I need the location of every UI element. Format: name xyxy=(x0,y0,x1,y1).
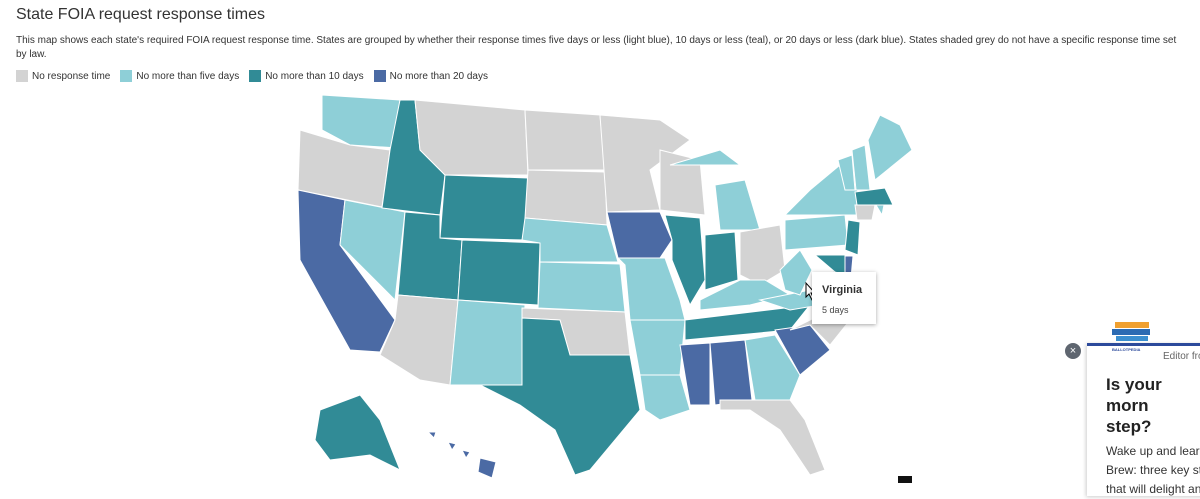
body-line: Wake up and learn xyxy=(1106,444,1200,458)
state[interactable] xyxy=(479,317,641,476)
legend-label: No more than 10 days xyxy=(265,70,364,82)
popup-source: Editor fro xyxy=(1163,351,1200,362)
tooltip-title: Virginia xyxy=(822,284,863,296)
legend-label: No response time xyxy=(32,70,111,82)
state[interactable] xyxy=(854,187,894,206)
state[interactable] xyxy=(461,449,471,459)
popup-headline: Is your morn step? xyxy=(1106,374,1200,437)
state[interactable] xyxy=(784,214,849,251)
state[interactable] xyxy=(477,457,497,479)
state[interactable] xyxy=(714,179,761,231)
map-title: State FOIA request response times xyxy=(16,6,266,23)
legend-item[interactable]: No more than 10 days xyxy=(249,70,364,82)
state[interactable] xyxy=(709,339,753,406)
body-line: Brew: three key sto xyxy=(1106,463,1200,477)
state[interactable] xyxy=(719,399,826,476)
tooltip: Virginia 5 days xyxy=(812,272,876,324)
state[interactable] xyxy=(314,394,401,472)
state[interactable] xyxy=(449,299,526,386)
state[interactable] xyxy=(744,334,801,401)
page: State FOIA request response times This m… xyxy=(16,6,1200,496)
legend-swatch xyxy=(249,70,262,82)
popup-logo xyxy=(1112,322,1150,341)
icon xyxy=(898,476,912,483)
legend-swatch xyxy=(16,70,28,82)
state[interactable] xyxy=(837,154,856,191)
state[interactable] xyxy=(524,109,606,171)
state[interactable] xyxy=(457,239,541,306)
state[interactable] xyxy=(679,342,711,406)
state[interactable] xyxy=(447,441,457,451)
legend-label: No more than 20 days xyxy=(389,70,488,82)
state[interactable] xyxy=(704,231,739,291)
state[interactable] xyxy=(414,99,529,176)
states xyxy=(297,94,913,479)
legend-swatch xyxy=(120,70,133,82)
state[interactable] xyxy=(639,374,691,421)
close-button[interactable]: × xyxy=(1064,342,1082,360)
legend-item[interactable]: No more than 20 days xyxy=(373,70,488,82)
popup-card: Editor fro Is your morn step? Wake up an… xyxy=(1087,343,1200,496)
state[interactable] xyxy=(664,214,706,307)
legend-swatch xyxy=(373,70,386,82)
brand: BALLOTPEDIA xyxy=(1112,347,1141,352)
map-description: This map shows each state's required FOI… xyxy=(16,35,1177,60)
legend-item[interactable]: No response time xyxy=(16,70,110,82)
legend-item[interactable]: No more than five days xyxy=(120,70,239,82)
state[interactable] xyxy=(524,169,608,226)
state[interactable] xyxy=(606,211,673,259)
state[interactable] xyxy=(739,224,786,286)
legend-label: No more than five days xyxy=(136,70,240,82)
state[interactable] xyxy=(867,114,913,181)
state[interactable] xyxy=(629,319,686,376)
tooltip-text: 5 days xyxy=(822,305,849,315)
map xyxy=(297,94,1150,483)
headline-line: Is your morn xyxy=(1106,375,1162,415)
headline-line: step? xyxy=(1106,417,1152,436)
popup-body: Wake up and learn Brew: three key sto th… xyxy=(1106,442,1200,499)
state[interactable] xyxy=(659,149,706,216)
state[interactable] xyxy=(379,294,459,386)
state[interactable] xyxy=(439,174,529,241)
state[interactable] xyxy=(875,204,885,217)
state[interactable] xyxy=(426,431,437,439)
legend: No response time No more than five days No… xyxy=(16,70,488,82)
state[interactable] xyxy=(537,261,626,313)
state[interactable] xyxy=(669,149,742,166)
state[interactable] xyxy=(844,219,861,256)
state[interactable] xyxy=(854,204,876,221)
state[interactable] xyxy=(321,94,401,149)
